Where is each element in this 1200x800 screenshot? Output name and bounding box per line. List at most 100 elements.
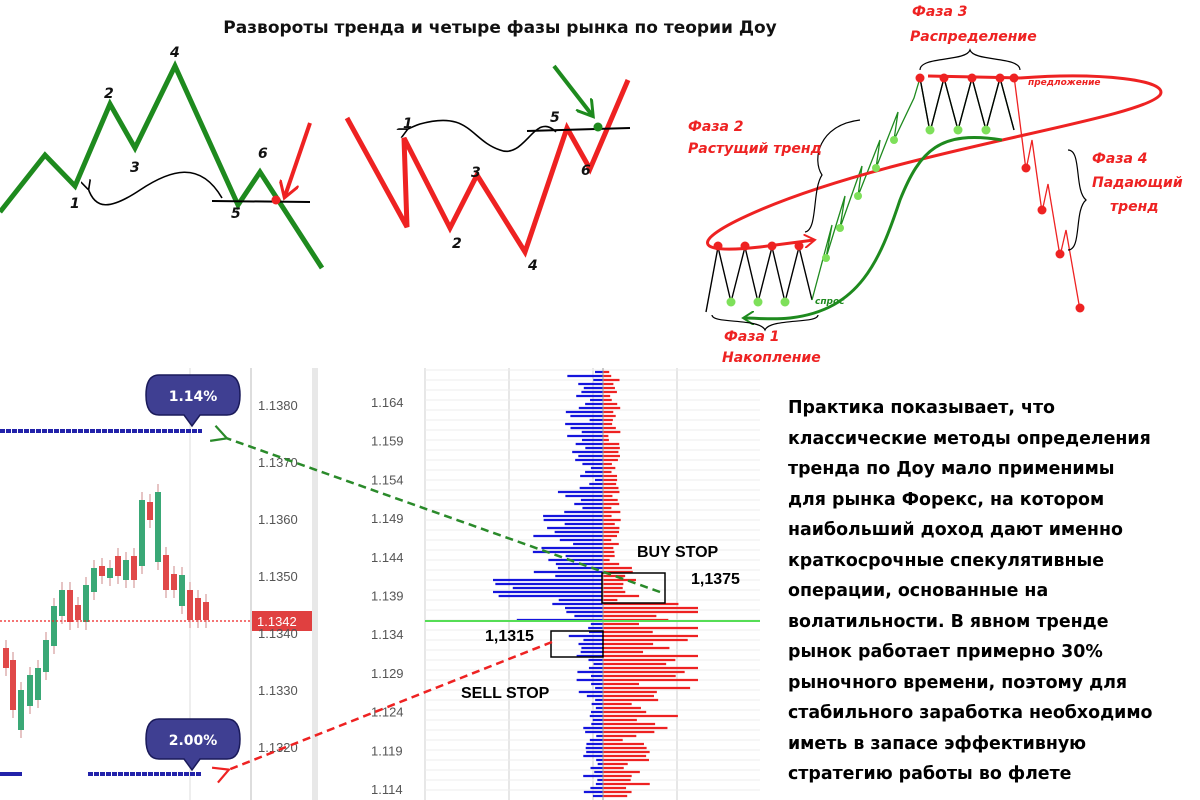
candle bbox=[51, 606, 57, 646]
phase1-brace bbox=[711, 314, 819, 332]
demand-dot bbox=[925, 125, 935, 135]
middle-point-3: 3 bbox=[471, 165, 481, 181]
candle bbox=[35, 668, 41, 700]
candle bbox=[99, 566, 105, 576]
badge-top-shape bbox=[145, 374, 241, 428]
supply-dot bbox=[794, 241, 804, 251]
left-point-1: 1 bbox=[70, 196, 80, 212]
order-book-price-tick: 1.129 bbox=[371, 666, 404, 681]
paragraph-line: рыночного времени, поэтому для bbox=[788, 672, 1128, 693]
badge-bottom-shape bbox=[145, 718, 241, 772]
badge-bottom-label: 2.00% bbox=[169, 733, 218, 749]
buy-stop-box bbox=[601, 572, 666, 604]
left-point-2: 2 bbox=[104, 86, 114, 102]
downtrend-zigzag bbox=[1013, 75, 1081, 311]
page-title: Развороты тренда и четыре фазы рынка по … bbox=[223, 18, 777, 38]
middle-point-2: 2 bbox=[452, 236, 462, 252]
buy-stop-label: BUY STOP bbox=[637, 544, 719, 561]
candle-price-tick: 1.1320 bbox=[258, 740, 298, 755]
left-point-3: 3 bbox=[130, 160, 140, 176]
candle bbox=[3, 648, 9, 668]
candle-price-tick: 1.1340 bbox=[258, 626, 298, 641]
candle bbox=[155, 492, 161, 562]
candle-chart-scroll-strip bbox=[312, 368, 318, 800]
phase3-name: Распределение bbox=[910, 29, 1037, 45]
candle bbox=[139, 500, 145, 566]
phase4-name-1: Падающий bbox=[1092, 175, 1183, 191]
phase4-title: Фаза 4 bbox=[1092, 151, 1148, 167]
demand-dot bbox=[780, 297, 790, 307]
left-return-arrow bbox=[88, 171, 223, 206]
demand-curve bbox=[744, 136, 1003, 319]
candle bbox=[27, 675, 33, 706]
explanation-paragraph: Практика показывает, что классические мет… bbox=[788, 393, 1188, 790]
left-breakdown-dot bbox=[271, 195, 281, 205]
candle-price-tick: 1.1380 bbox=[258, 398, 298, 413]
phase2-name: Растущий тренд bbox=[688, 141, 822, 157]
phase1-name: Накопление bbox=[722, 350, 821, 366]
demand-dot bbox=[854, 192, 862, 200]
paragraph-line: наибольший доход дают именно bbox=[788, 520, 1123, 540]
supply-label: предложение bbox=[1028, 78, 1101, 88]
paragraph-line: рынок работает примерно 30% bbox=[788, 642, 1103, 662]
left-point-6: 6 bbox=[258, 146, 268, 162]
left-point-5: 5 bbox=[231, 206, 241, 222]
supply-dot bbox=[1037, 205, 1047, 215]
candle bbox=[91, 568, 97, 592]
candle bbox=[115, 556, 121, 576]
candle-price-tick: 1.1360 bbox=[258, 512, 298, 527]
order-book: 1.164 1.159 1.154 1.149 1.144 1.139 1.134 1.129… bbox=[371, 368, 760, 800]
candle-chart: 1.1342 1.13801.13701.13601.13501.13401.1… bbox=[0, 368, 318, 800]
buy-stop-price: 1,1375 bbox=[691, 571, 740, 588]
candle-price-tick: 1.1350 bbox=[258, 569, 298, 584]
demand-dots bbox=[726, 125, 991, 307]
phase3-title: Фаза 3 bbox=[912, 4, 968, 20]
middle-green-arrow bbox=[552, 64, 592, 115]
phase4-brace bbox=[1067, 149, 1087, 251]
paragraph-line: операции, основанные на bbox=[788, 581, 1049, 601]
order-book-price-tick: 1.154 bbox=[371, 472, 404, 487]
paragraph-line: волатильности. В явном тренде bbox=[788, 611, 1109, 632]
paragraph-line: Практика показывает, что bbox=[788, 398, 1055, 418]
paragraph-line: краткосрочные спекулятивные bbox=[788, 550, 1105, 571]
candle bbox=[107, 568, 113, 578]
supply-dot bbox=[967, 73, 977, 83]
uptrend-zigzag bbox=[811, 75, 1015, 301]
sell-stop-connector-arrow bbox=[228, 640, 553, 770]
demand-dot bbox=[822, 254, 830, 262]
candle bbox=[131, 556, 137, 580]
candle bbox=[195, 598, 201, 620]
paragraph-line: стабильного заработка необходимо bbox=[788, 703, 1153, 723]
middle-breakout-dot bbox=[593, 122, 603, 132]
order-book-price-tick: 1.139 bbox=[371, 589, 404, 604]
supply-dot bbox=[1075, 303, 1085, 313]
candle bbox=[67, 590, 73, 622]
order-book-price-tick: 1.149 bbox=[371, 511, 404, 526]
candle bbox=[203, 602, 209, 620]
demand-dot bbox=[872, 164, 880, 172]
order-book-price-tick: 1.134 bbox=[371, 627, 404, 642]
supply-dot bbox=[939, 73, 949, 83]
left-reversal-diagram: 1 2 3 4 5 6 bbox=[0, 45, 325, 270]
demand-dot bbox=[753, 297, 763, 307]
badge-top-label: 1.14% bbox=[169, 389, 218, 405]
paragraph-line: для рынка Форекс, на котором bbox=[788, 489, 1105, 510]
demand-dot bbox=[981, 125, 991, 135]
paragraph-line: стратегию работы во флете bbox=[788, 764, 1072, 784]
middle-point-5: 5 bbox=[550, 110, 560, 126]
phase2-brace bbox=[804, 119, 861, 233]
paragraph-line: тренда по Доу мало применимы bbox=[788, 459, 1115, 479]
order-book-price-tick: 1.119 bbox=[371, 743, 403, 758]
dow-phases-diagram: Фаза 1 Накопление Фаза 2 Растущий тренд … bbox=[688, 4, 1183, 366]
sell-stop-label: SELL STOP bbox=[461, 685, 550, 702]
order-book-price-tick: 1.164 bbox=[371, 395, 404, 410]
middle-point-4: 4 bbox=[527, 258, 538, 274]
supply-dot bbox=[1009, 73, 1019, 83]
candle bbox=[163, 555, 169, 590]
order-book-price-tick: 1.124 bbox=[371, 705, 404, 720]
phase4-name-2: тренд bbox=[1110, 199, 1159, 215]
distribution-zigzag bbox=[919, 75, 1015, 133]
candle-price-tick: 1.1330 bbox=[258, 683, 298, 698]
